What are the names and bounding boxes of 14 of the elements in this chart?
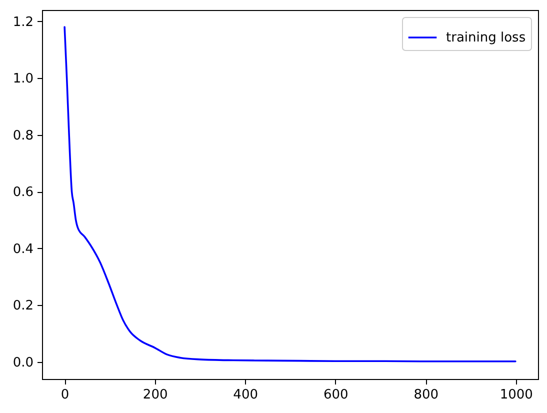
- y-tick-label: 0.4: [12, 242, 34, 257]
- x-tick-label: 400: [233, 388, 258, 402]
- y-tick-label: 0.2: [12, 298, 34, 314]
- x-tick-label: 800: [414, 388, 439, 402]
- y-tick-label: 0.6: [12, 185, 34, 200]
- y-tick-label: 0.0: [12, 355, 34, 370]
- x-tick-label: 200: [142, 388, 168, 402]
- x-tick-label: 0: [60, 388, 70, 402]
- x-tick-label: 600: [323, 388, 348, 402]
- y-tick-label: 0.8: [12, 128, 34, 144]
- x-tick-label: 1000: [500, 388, 533, 402]
- y-tick-label: 1.2: [12, 14, 34, 30]
- legend-label: training loss: [446, 30, 526, 46]
- y-tick-label: 1.0: [12, 72, 34, 87]
